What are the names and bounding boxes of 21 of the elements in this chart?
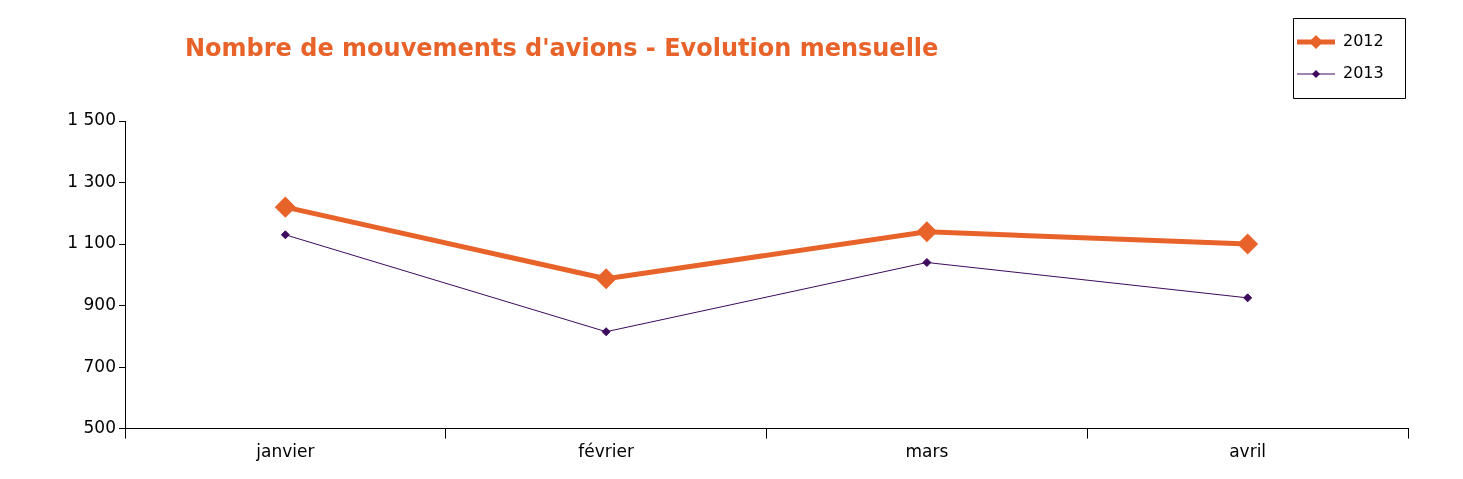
point [922,258,932,267]
point [1238,234,1258,254]
legend-label: 2013 [1343,63,1384,83]
point [601,327,611,337]
y-tick-label: 900 [83,293,116,314]
point [596,269,616,289]
x-tick-label: mars [905,441,949,462]
chart-title: Nombre de mouvements d'avions - Evolution mensuelle [185,34,939,63]
legend-label: 2012 [1343,31,1384,51]
y-tick-label: 1 300 [67,170,116,191]
y-tick-label: 1 500 [67,109,116,130]
point [917,222,937,242]
x-tick-label: janvier [255,441,315,462]
x-tick-label: février [578,441,634,462]
point [280,230,290,240]
x-tick-label: avril [1229,441,1267,462]
point [1243,293,1253,303]
y-tick-label: 700 [83,355,116,376]
y-tick-label: 1 100 [67,232,116,253]
y-tick-label: 500 [83,417,116,438]
point [275,197,295,217]
